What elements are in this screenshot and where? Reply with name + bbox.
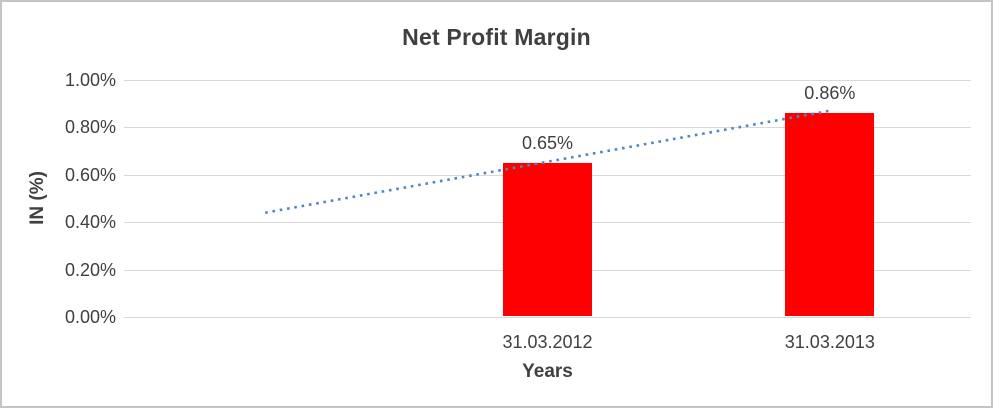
- data-label: 0.65%: [521, 132, 574, 153]
- x-axis-title: Years: [522, 361, 573, 382]
- y-tick-label: 0.20%: [64, 259, 116, 280]
- y-tick-label: 1.00%: [64, 70, 116, 90]
- gridline: [124, 80, 971, 81]
- y-tick-label: 0.60%: [64, 164, 116, 185]
- x-category-label: 31.03.2013: [784, 332, 875, 352]
- gridline: [124, 317, 971, 318]
- y-tick-label: 0.00%: [64, 307, 116, 327]
- bar-31-03-2013: [785, 113, 875, 316]
- chart-title: Net Profit Margin: [402, 24, 591, 50]
- y-tick-label: 0.80%: [64, 117, 116, 138]
- data-label: 0.86%: [804, 83, 856, 104]
- y-tick-label: 0.40%: [64, 212, 116, 233]
- x-category-label: 31.03.2012: [502, 332, 593, 352]
- bar-31-03-2012: [503, 162, 592, 316]
